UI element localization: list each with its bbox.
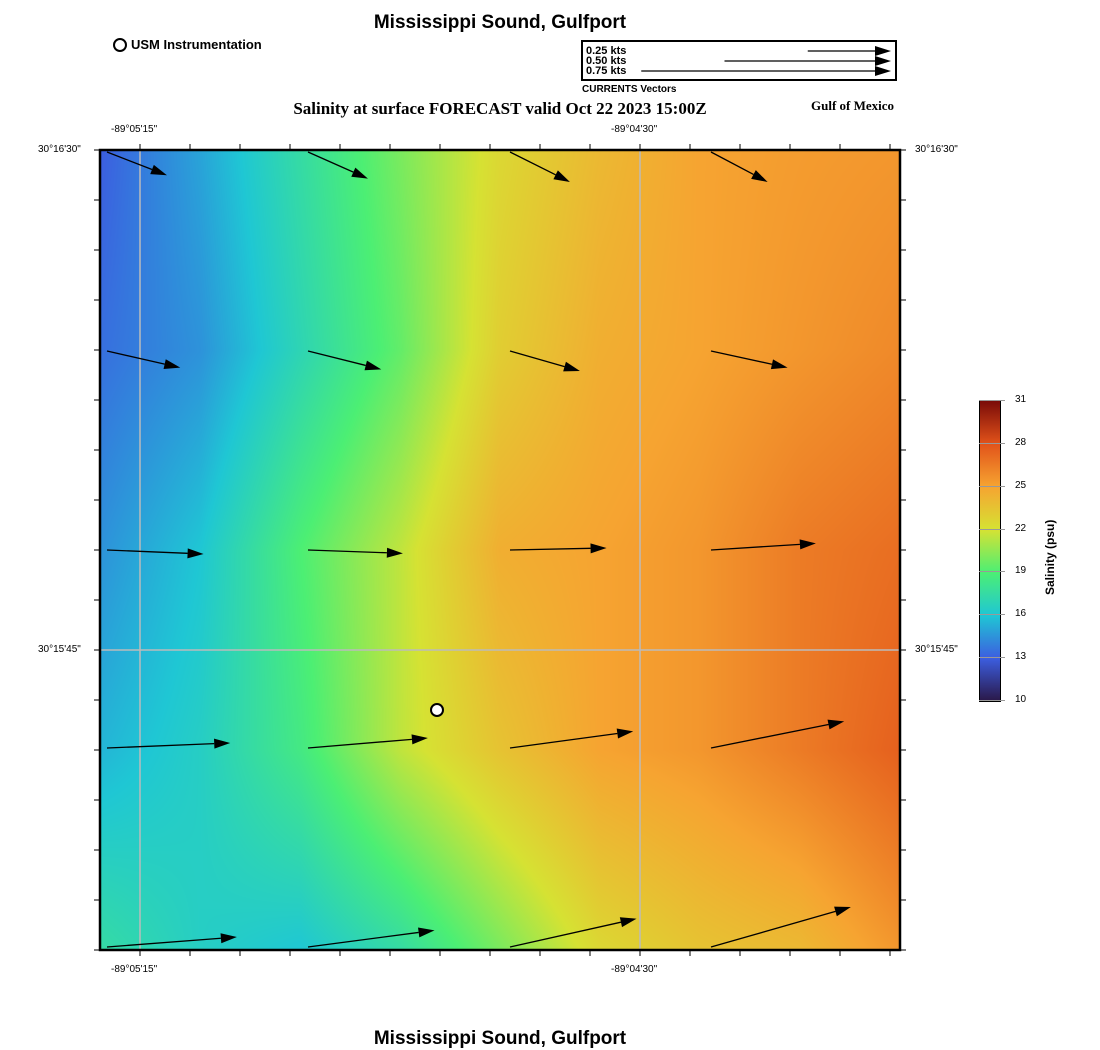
current-vector-head — [214, 738, 231, 749]
colorbar-tick — [979, 657, 1005, 659]
colorbar-tick — [979, 571, 1005, 573]
legend-label-050: 0.50 kts — [586, 55, 627, 67]
colorbar-tick-label: 13 — [1015, 651, 1027, 663]
current-vector-head — [770, 359, 788, 370]
current-vector-shaft — [710, 910, 836, 948]
station-legend-label: USM Instrumentation — [131, 37, 262, 52]
current-vector-head — [619, 917, 637, 928]
current-vector-head — [590, 543, 607, 554]
map-subtitle: Salinity at surface FORECAST valid Oct 2… — [293, 99, 707, 118]
station-legend: USM Instrumentation — [113, 37, 262, 52]
lon-tick-bottom-1: -89°05'15" — [111, 964, 158, 975]
current-vector-shaft — [710, 543, 800, 551]
vector-legend: 0.25 kts 0.50 kts 0.75 kts — [581, 40, 897, 81]
current-vector-head — [834, 906, 851, 917]
lat-tick-left-1: 30°16'30" — [38, 144, 81, 155]
current-vector-shaft — [106, 151, 153, 171]
current-vector-shaft — [509, 921, 622, 948]
lon-tick-bottom-2: -89°04'30" — [611, 964, 658, 975]
region-label: Gulf of Mexico — [811, 98, 895, 113]
legend-vector-head — [875, 56, 891, 66]
colorbar-tick-label: 22 — [1015, 522, 1027, 534]
current-vector-shaft — [106, 549, 188, 554]
current-vector-shaft — [307, 738, 412, 749]
current-vector-shaft — [106, 350, 165, 365]
colorbar-tick-label: 25 — [1015, 479, 1027, 491]
colorbar-tick-label: 16 — [1015, 608, 1027, 620]
current-vector-shaft — [710, 350, 773, 365]
current-vector-shaft — [307, 931, 419, 948]
circle-marker-icon — [113, 37, 127, 52]
legend-vector-head — [875, 66, 891, 76]
colorbar-label: Salinity (psu) — [1043, 519, 1057, 595]
current-vector-shaft — [307, 350, 366, 367]
current-vector-head — [827, 719, 845, 730]
lat-tick-left-2: 30°15'45" — [38, 644, 81, 655]
current-vector-head — [799, 539, 816, 550]
legend-label-075: 0.75 kts — [586, 65, 627, 77]
colorbar-tick-label: 28 — [1015, 436, 1027, 448]
current-vector-head — [411, 734, 428, 745]
lon-tick-top-2: -89°04'30" — [611, 124, 658, 135]
footer-title: Mississippi Sound, Gulfport — [373, 1028, 627, 1049]
current-vector-head — [418, 927, 435, 938]
current-vector-head — [351, 167, 368, 179]
colorbar-tick-label: 19 — [1015, 565, 1027, 577]
legend-arrows — [641, 46, 891, 76]
current-vector-shaft — [710, 723, 829, 749]
colorbar-tick — [979, 442, 1005, 444]
colorbar-tick — [979, 485, 1005, 487]
current-vector-head — [220, 933, 237, 944]
legend-label-025: 0.25 kts — [586, 45, 627, 57]
current-vector-shaft — [307, 151, 354, 173]
current-vector-head — [386, 547, 403, 558]
current-vector-shaft — [307, 549, 387, 554]
lat-tick-right-2: 30°15'45" — [915, 644, 958, 655]
colorbar-tick — [979, 528, 1005, 530]
current-vector-head — [553, 170, 570, 182]
colorbar-tick-label: 31 — [1015, 394, 1027, 405]
current-vector-shaft — [509, 547, 591, 551]
current-vector-shaft — [710, 151, 754, 176]
colorbar-tick-label: 10 — [1015, 694, 1027, 705]
station-marker[interactable] — [430, 703, 444, 717]
current-vector-head — [616, 728, 634, 739]
current-vector-shaft — [106, 937, 221, 948]
map-frame — [98, 148, 902, 952]
salinity-field — [100, 150, 900, 950]
colorbar-tick — [979, 614, 1005, 616]
current-vector-shaft — [509, 151, 556, 176]
current-vector-head — [150, 164, 167, 176]
current-vector-head — [187, 548, 204, 559]
legend-vector-head — [875, 46, 891, 56]
current-vector-shaft — [106, 743, 215, 749]
lon-tick-top-1: -89°05'15" — [111, 124, 158, 135]
colorbar-tick — [979, 700, 1005, 701]
colorbar-tick — [979, 400, 1005, 401]
vector-legend-caption: CURRENTS Vectors — [582, 84, 677, 95]
lat-tick-right-1: 30°16'30" — [915, 144, 958, 155]
current-vector-shaft — [509, 350, 565, 368]
current-vector-head — [364, 360, 382, 371]
map-title: Mississippi Sound, Gulfport — [373, 12, 627, 33]
current-vector-head — [563, 361, 580, 372]
current-vector-head — [751, 170, 768, 182]
current-vector-head — [163, 359, 181, 369]
current-vector-shaft — [509, 732, 618, 749]
